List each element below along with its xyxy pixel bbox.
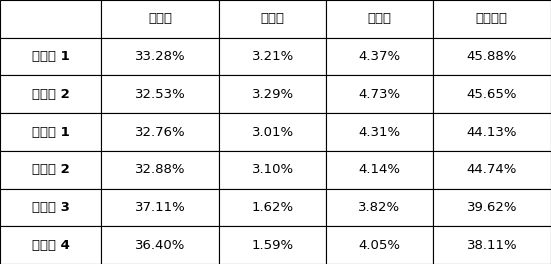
Text: 32.53%: 32.53% (135, 88, 186, 101)
Text: 3.29%: 3.29% (252, 88, 294, 101)
Text: 38.11%: 38.11% (467, 239, 517, 252)
Text: 对比例 4: 对比例 4 (31, 239, 69, 252)
Bar (0, 151, 101, 188)
Text: 水浸出物: 水浸出物 (476, 12, 508, 25)
Bar (101, 188, 219, 226)
Text: 3.01%: 3.01% (252, 125, 294, 139)
Bar (433, 188, 551, 226)
Text: 45.88%: 45.88% (467, 50, 517, 63)
Bar (219, 38, 326, 76)
Text: 4.73%: 4.73% (358, 88, 401, 101)
Text: 3.82%: 3.82% (358, 201, 401, 214)
Bar (0, 38, 101, 76)
Bar (101, 226, 219, 264)
Bar (326, 38, 433, 76)
Text: 对比例 3: 对比例 3 (31, 201, 69, 214)
Bar (101, 38, 219, 76)
Bar (326, 188, 433, 226)
Text: 4.31%: 4.31% (358, 125, 401, 139)
Bar (219, 76, 326, 113)
Bar (101, 76, 219, 113)
Text: 对比例 1: 对比例 1 (31, 125, 69, 139)
Text: 3.21%: 3.21% (251, 50, 294, 63)
Bar (0, 113, 101, 151)
Bar (326, 226, 433, 264)
Text: 33.28%: 33.28% (135, 50, 186, 63)
Bar (219, 0, 326, 38)
Bar (433, 0, 551, 38)
Text: 3.10%: 3.10% (252, 163, 294, 176)
Bar (433, 151, 551, 188)
Text: 4.37%: 4.37% (358, 50, 401, 63)
Bar (0, 226, 101, 264)
Bar (433, 76, 551, 113)
Text: 37.11%: 37.11% (135, 201, 186, 214)
Bar (219, 226, 326, 264)
Bar (433, 38, 551, 76)
Text: 1.59%: 1.59% (252, 239, 294, 252)
Text: 茶多酚: 茶多酚 (148, 12, 172, 25)
Text: 1.62%: 1.62% (252, 201, 294, 214)
Text: 45.65%: 45.65% (467, 88, 517, 101)
Bar (326, 0, 433, 38)
Text: 32.76%: 32.76% (135, 125, 186, 139)
Text: 实施例 2: 实施例 2 (31, 88, 69, 101)
Text: 44.13%: 44.13% (467, 125, 517, 139)
Text: 实施例 1: 实施例 1 (31, 50, 69, 63)
Text: 氨基酸: 氨基酸 (261, 12, 285, 25)
Bar (433, 226, 551, 264)
Bar (101, 113, 219, 151)
Text: 44.74%: 44.74% (467, 163, 517, 176)
Bar (433, 113, 551, 151)
Text: 32.88%: 32.88% (135, 163, 185, 176)
Bar (101, 0, 219, 38)
Bar (101, 151, 219, 188)
Text: 39.62%: 39.62% (467, 201, 517, 214)
Bar (326, 113, 433, 151)
Bar (0, 76, 101, 113)
Bar (326, 151, 433, 188)
Bar (219, 188, 326, 226)
Bar (0, 0, 101, 38)
Bar (219, 113, 326, 151)
Text: 4.05%: 4.05% (358, 239, 401, 252)
Bar (0, 188, 101, 226)
Text: 咏啊碌: 咏啊碌 (368, 12, 391, 25)
Text: 36.40%: 36.40% (135, 239, 185, 252)
Text: 4.14%: 4.14% (358, 163, 401, 176)
Text: 对比例 2: 对比例 2 (31, 163, 69, 176)
Bar (219, 151, 326, 188)
Bar (326, 76, 433, 113)
